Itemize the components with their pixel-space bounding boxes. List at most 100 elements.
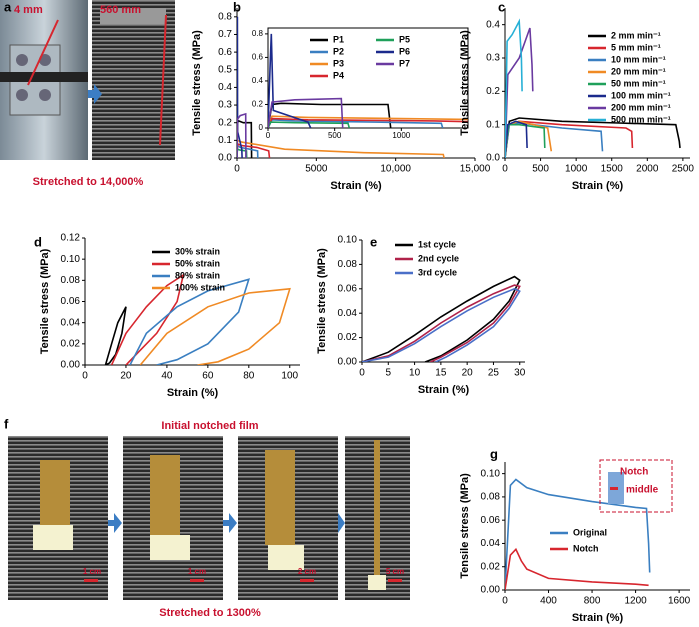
x-tick-label: 10 [409, 368, 421, 379]
y-tick-label: 0 [259, 123, 264, 132]
series-line [237, 139, 445, 158]
panel-label: d [34, 234, 42, 249]
y-tick-label: 0.8 [252, 29, 264, 38]
annotation: 4 mm [14, 4, 43, 16]
y-tick-label: 0.3 [218, 100, 232, 111]
legend-label: 5 mm min⁻¹ [611, 42, 661, 52]
x-tick-label: 40 [161, 371, 173, 382]
legend-label: 80% strain [175, 270, 220, 280]
series-line [268, 33, 312, 128]
annotation: 560 mm [100, 4, 141, 16]
series-line [268, 117, 468, 128]
title: Initial notched film [161, 420, 258, 432]
y-tick-label: 0.04 [481, 538, 501, 549]
legend-label: 500 mm min⁻¹ [611, 114, 671, 124]
y-tick-label: 0.2 [252, 100, 264, 109]
y-tick-label: 0.02 [481, 561, 501, 572]
series-line [505, 27, 534, 158]
series-line [237, 16, 243, 158]
series-line [104, 306, 127, 365]
scale-bar-label: 1 cm [83, 567, 101, 576]
x-tick-label: 2500 [672, 164, 695, 175]
x-tick-label: 5 [386, 368, 392, 379]
legend-label: P7 [399, 58, 410, 68]
scale-bar-label: 5 cm [386, 567, 404, 576]
series-line [505, 478, 651, 590]
panel-label: g [490, 446, 498, 461]
x-axis-title: Strain (%) [572, 612, 624, 624]
legend-label: P3 [333, 58, 344, 68]
y-tick-label: 0.02 [61, 338, 81, 349]
panel-f-photos [8, 436, 410, 600]
x-tick-label: 1500 [601, 164, 624, 175]
x-tick-label: 1200 [624, 596, 647, 607]
panel-label: f [4, 416, 9, 431]
inset-frame [267, 27, 469, 129]
y-tick-label: 0.6 [218, 47, 232, 58]
scale-bar-label: 1 cm [188, 567, 206, 576]
y-tick-label: 0.06 [61, 296, 81, 307]
x-tick-label: 5000 [305, 164, 328, 175]
panel-label: b [233, 0, 241, 14]
legend-label: 200 mm min⁻¹ [611, 102, 671, 112]
x-tick-label: 20 [462, 368, 474, 379]
x-tick-label: 0 [502, 596, 508, 607]
series-line [362, 287, 521, 362]
y-axis-title: Tensile stress (MPa) [316, 248, 328, 354]
legend-label: 20 mm min⁻¹ [611, 66, 666, 76]
notch-icon [610, 487, 618, 490]
x-tick-label: 1000 [565, 164, 588, 175]
x-tick-label: 60 [202, 371, 214, 382]
x-tick-label: 15,000 [460, 164, 491, 175]
series-line [505, 117, 681, 158]
y-tick-label: 0.06 [338, 283, 358, 294]
y-tick-label: 0.00 [481, 585, 501, 596]
annotation: middle [626, 485, 659, 496]
series-line [505, 123, 546, 158]
y-axis-title: Tensile stress (MPa) [459, 473, 471, 579]
x-axis-title: Strain (%) [418, 384, 470, 396]
series-line [362, 275, 521, 362]
legend-label: Original [573, 527, 607, 537]
y-tick-label: 0.10 [61, 254, 81, 265]
annotation: Notch [620, 467, 648, 478]
legend-label: P2 [333, 46, 344, 56]
y-tick-label: 0.06 [481, 515, 501, 526]
y-tick-label: 0.08 [481, 492, 501, 503]
x-tick-label: 2000 [636, 164, 659, 175]
x-axis-title: Strain (%) [167, 387, 219, 399]
series-line [237, 112, 247, 158]
panel-label: e [370, 234, 377, 249]
x-tick-label: 15 [435, 368, 447, 379]
y-tick-label: 0.04 [338, 308, 358, 319]
legend-label: 1st cycle [418, 239, 456, 249]
series-line [268, 121, 351, 128]
y-tick-label: 0.04 [61, 317, 81, 328]
x-tick-label: 0 [359, 368, 365, 379]
y-tick-label: 0.1 [486, 119, 500, 130]
x-tick-label: 500 [328, 131, 342, 140]
x-tick-label: 25 [488, 368, 500, 379]
x-tick-label: 30 [514, 368, 526, 379]
series-line [129, 278, 251, 365]
x-tick-label: 0 [266, 131, 271, 140]
series-line [505, 120, 528, 158]
legend-label: P5 [399, 34, 410, 44]
y-tick-label: 0.10 [481, 468, 501, 479]
y-tick-label: 0.0 [218, 153, 232, 164]
panel-label: c [498, 0, 505, 14]
y-tick-label: 0.10 [338, 235, 358, 246]
y-tick-label: 0.00 [338, 357, 358, 368]
series-line [139, 287, 291, 365]
x-tick-label: 400 [540, 596, 557, 607]
x-tick-label: 20 [120, 371, 132, 382]
x-axis-title: Strain (%) [572, 180, 624, 192]
y-tick-label: 0.08 [61, 275, 81, 286]
annotation-box [599, 459, 673, 513]
x-tick-label: 80 [243, 371, 255, 382]
x-tick-label: 1000 [392, 131, 410, 140]
caption: Stretched to 14,000% [33, 176, 144, 188]
y-tick-label: 0.0 [486, 153, 500, 164]
x-tick-label: 800 [584, 596, 601, 607]
series-line [268, 115, 468, 128]
